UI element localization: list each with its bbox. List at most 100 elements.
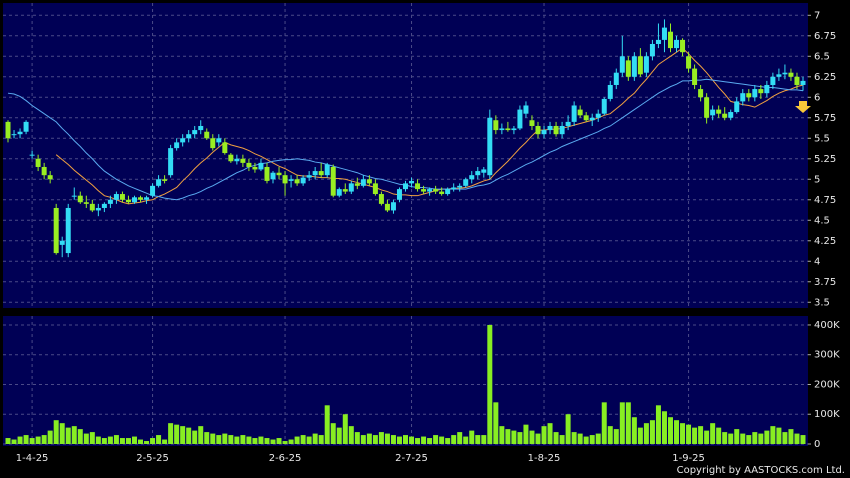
candle-body [150, 185, 156, 196]
candle-body [113, 194, 119, 200]
x-tick-label: 2-6-25 [269, 453, 302, 464]
volume-bar [667, 417, 673, 444]
candle-body [330, 166, 336, 196]
candle-body [758, 89, 764, 94]
candle-body [372, 183, 378, 195]
candle-body [125, 199, 131, 203]
candle-body [559, 125, 565, 135]
volume-bar [764, 430, 770, 444]
candle-body [312, 171, 318, 176]
volume-bar [59, 423, 65, 444]
volume-bar [270, 439, 276, 444]
y-tick-label: 4.25 [814, 236, 836, 247]
candle-body [511, 128, 517, 131]
volume-bar [517, 432, 523, 444]
candle-body [198, 125, 204, 131]
candle-body [661, 27, 667, 40]
volume-bar [168, 423, 174, 444]
candle-body [390, 202, 396, 211]
y-tick-label: 4.5 [814, 215, 830, 226]
candle-body [469, 175, 475, 180]
candle-body [649, 43, 655, 57]
candle-body [360, 179, 366, 186]
volume-bar [306, 436, 312, 444]
volume-bar [77, 429, 83, 444]
volume-bar [499, 426, 505, 444]
candle-body [505, 128, 511, 131]
volume-bar [794, 433, 800, 444]
x-tick-label: 1-4-25 [16, 453, 49, 464]
candle-body [384, 203, 390, 211]
candle-body [131, 197, 137, 203]
volume-bar [704, 430, 710, 444]
volume-bar [553, 432, 559, 444]
candle-body [481, 169, 487, 173]
candle-body [631, 56, 637, 77]
candle-body [776, 74, 782, 77]
volume-bar [686, 424, 692, 444]
volume-bar [710, 423, 716, 444]
volume-bar [366, 433, 372, 444]
volume-bar [131, 436, 137, 444]
candle-body [487, 117, 493, 176]
volume-bar [228, 435, 234, 444]
candle-body [764, 84, 770, 94]
volume-bar [312, 433, 318, 444]
volume-bar [360, 435, 366, 444]
volume-bar [83, 433, 89, 444]
volume-bar [252, 438, 258, 444]
volume-bar [71, 426, 77, 444]
candle-body [186, 134, 192, 139]
volume-tick-label: 300K [814, 350, 840, 361]
volume-tick-label: 200K [814, 379, 840, 390]
candle-body [318, 171, 324, 176]
volume-bar [300, 435, 306, 444]
volume-bar [336, 427, 342, 444]
volume-bar [216, 435, 222, 444]
candle-body [53, 207, 59, 254]
volume-bar [445, 438, 451, 444]
candle-body [529, 120, 535, 126]
volume-bar [294, 436, 300, 444]
y-tick-label: 5.5 [814, 133, 830, 144]
volume-bar [41, 435, 47, 444]
volume-bar [571, 432, 577, 444]
candle-body [547, 125, 553, 131]
candle-body [704, 97, 710, 118]
volume-bar [119, 438, 125, 444]
volume-bar [138, 439, 144, 444]
volume-bar [728, 433, 734, 444]
candle-body [282, 175, 288, 184]
volume-bar [661, 411, 667, 444]
candle-body [240, 158, 246, 163]
volume-bar [372, 435, 378, 444]
candle-body [517, 109, 523, 129]
x-tick-label: 2-7-25 [395, 453, 428, 464]
volume-bar [493, 402, 499, 444]
x-tick-label: 2-5-25 [136, 453, 169, 464]
volume-bar [782, 432, 788, 444]
volume-bar [125, 438, 131, 444]
volume-bar [288, 439, 294, 444]
volume-bar [463, 436, 469, 444]
candle-body [692, 68, 698, 85]
volume-bar [186, 427, 192, 444]
volume-bar [318, 435, 324, 444]
candle-body [409, 180, 415, 184]
candle-body [95, 207, 101, 211]
plot-layer: 3.5 3.75 4 4.25 4.5 4.75 5 5.25 5.5 5.75 6 6.25 6.5 6… [3, 3, 840, 464]
candle-body [23, 121, 29, 132]
volume-bar [264, 438, 270, 444]
candle-body [89, 203, 95, 211]
candle-body [29, 154, 35, 156]
volume-bar [692, 427, 698, 444]
candle-body [433, 189, 439, 192]
candle-body [35, 158, 41, 167]
volume-bar [95, 436, 101, 444]
candle-body [655, 39, 661, 44]
candle-body [680, 39, 686, 53]
y-tick-label: 5 [814, 174, 820, 185]
volume-bar [150, 438, 156, 444]
candle-body [156, 179, 162, 186]
candle-body [782, 72, 788, 75]
